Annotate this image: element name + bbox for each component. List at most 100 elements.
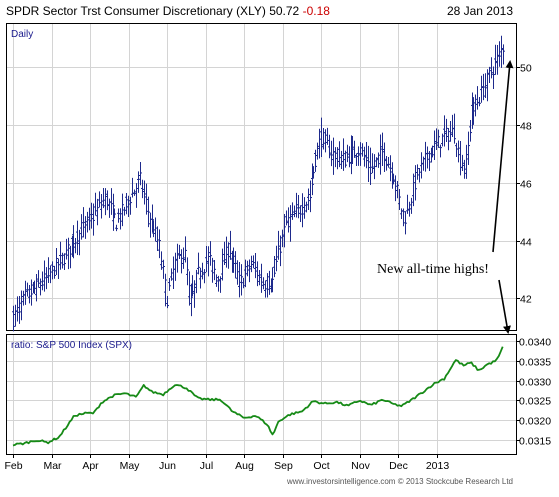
price-bar xyxy=(221,248,224,281)
price-bar xyxy=(494,44,497,75)
price-bar xyxy=(328,134,331,159)
price-bar xyxy=(426,146,429,169)
price-bar xyxy=(445,118,448,143)
price-bar xyxy=(334,147,337,168)
price-bar xyxy=(143,180,146,205)
ratio-y-label: 0.0335 xyxy=(519,357,551,369)
x-label: Apr xyxy=(82,460,99,472)
price-bar xyxy=(139,162,142,186)
price-bar xyxy=(359,142,362,166)
price-bar xyxy=(188,271,191,306)
price-bar xyxy=(314,149,317,172)
price-bar xyxy=(28,284,31,304)
annotation-arrow-ratio xyxy=(498,279,511,334)
price-grid xyxy=(7,67,516,299)
price-bar xyxy=(191,275,194,297)
price-bar xyxy=(420,152,423,179)
price-bar xyxy=(285,210,288,226)
price-bar xyxy=(486,69,489,102)
price-bar xyxy=(398,189,401,210)
price-bar xyxy=(266,273,269,298)
price-bar xyxy=(351,136,354,164)
price-bar xyxy=(469,120,472,142)
price-bar xyxy=(232,247,235,273)
price-bar xyxy=(348,146,351,168)
price-bar xyxy=(86,211,89,233)
price-bar xyxy=(129,196,132,215)
price-bar xyxy=(180,249,183,274)
ratio-panel xyxy=(6,334,517,455)
price-bar xyxy=(18,296,21,324)
price-bar xyxy=(371,153,374,174)
price-bar xyxy=(242,277,245,289)
price-bar xyxy=(76,220,79,256)
price-bar xyxy=(88,207,91,231)
price-bar xyxy=(24,280,27,305)
price-bar xyxy=(353,140,356,158)
price-bar xyxy=(110,188,113,215)
price-bar xyxy=(492,66,495,90)
price-bar xyxy=(74,237,77,254)
price-bar xyxy=(63,253,66,271)
x-label: Dec xyxy=(389,460,408,472)
price-bar xyxy=(320,117,323,157)
price-bar xyxy=(273,256,276,278)
price-bar xyxy=(59,241,62,270)
price-bar xyxy=(340,150,343,170)
price-bar xyxy=(480,75,483,103)
price-bar xyxy=(82,207,85,238)
price-bar xyxy=(455,142,458,158)
price-bar xyxy=(229,230,232,260)
price-bar xyxy=(176,243,179,273)
price-bar xyxy=(336,147,339,170)
price-bar xyxy=(219,276,222,293)
price-bar xyxy=(472,97,475,125)
price-bar xyxy=(295,192,298,218)
price-bar xyxy=(156,226,159,252)
price-bar xyxy=(283,214,286,248)
price-bar xyxy=(299,205,302,222)
price-bar xyxy=(453,113,456,144)
price-bar xyxy=(268,270,271,295)
price-bar xyxy=(98,191,101,208)
price-bar xyxy=(396,180,399,199)
price-bar xyxy=(338,141,341,168)
price-bar xyxy=(72,225,75,259)
price-bar xyxy=(500,35,503,68)
price-bar xyxy=(102,188,105,209)
price-bar xyxy=(26,282,29,297)
price-bar xyxy=(158,229,161,259)
x-label: Jul xyxy=(200,460,213,472)
x-axis: Feb Mar Apr May Jun Jul Aug Sep Oct Nov Dec 2013 xyxy=(4,454,449,472)
price-bar xyxy=(433,130,436,161)
price-bar xyxy=(309,180,312,213)
price-bar xyxy=(33,280,36,295)
price-bar xyxy=(106,190,109,211)
ratio-y-axis: 0.0315 0.0320 0.0325 0.0330 0.0335 0.0340 xyxy=(516,337,551,448)
price-bar xyxy=(90,202,93,229)
price-bar xyxy=(402,208,405,227)
price-bar xyxy=(439,144,442,158)
price-bar xyxy=(389,155,392,182)
price-bar xyxy=(162,259,165,279)
price-bar xyxy=(287,207,290,233)
price-bar xyxy=(383,142,386,172)
annotation-arrow-high xyxy=(492,60,514,253)
price-bar xyxy=(92,203,95,236)
price-bar xyxy=(182,247,185,269)
price-bar xyxy=(49,265,52,284)
price-bar xyxy=(412,173,415,207)
price-bar xyxy=(100,194,103,219)
price-bar xyxy=(461,154,464,172)
price-bar xyxy=(289,205,292,242)
price-bar xyxy=(361,143,364,157)
ratio-y-label: 0.0330 xyxy=(519,377,551,389)
price-bar xyxy=(449,120,452,142)
price-bar xyxy=(457,140,460,163)
price-bar xyxy=(20,290,23,321)
price-bar xyxy=(141,179,144,199)
price-panel xyxy=(6,23,517,331)
ratio-y-label: 0.0315 xyxy=(519,436,551,448)
price-bar xyxy=(104,188,107,216)
